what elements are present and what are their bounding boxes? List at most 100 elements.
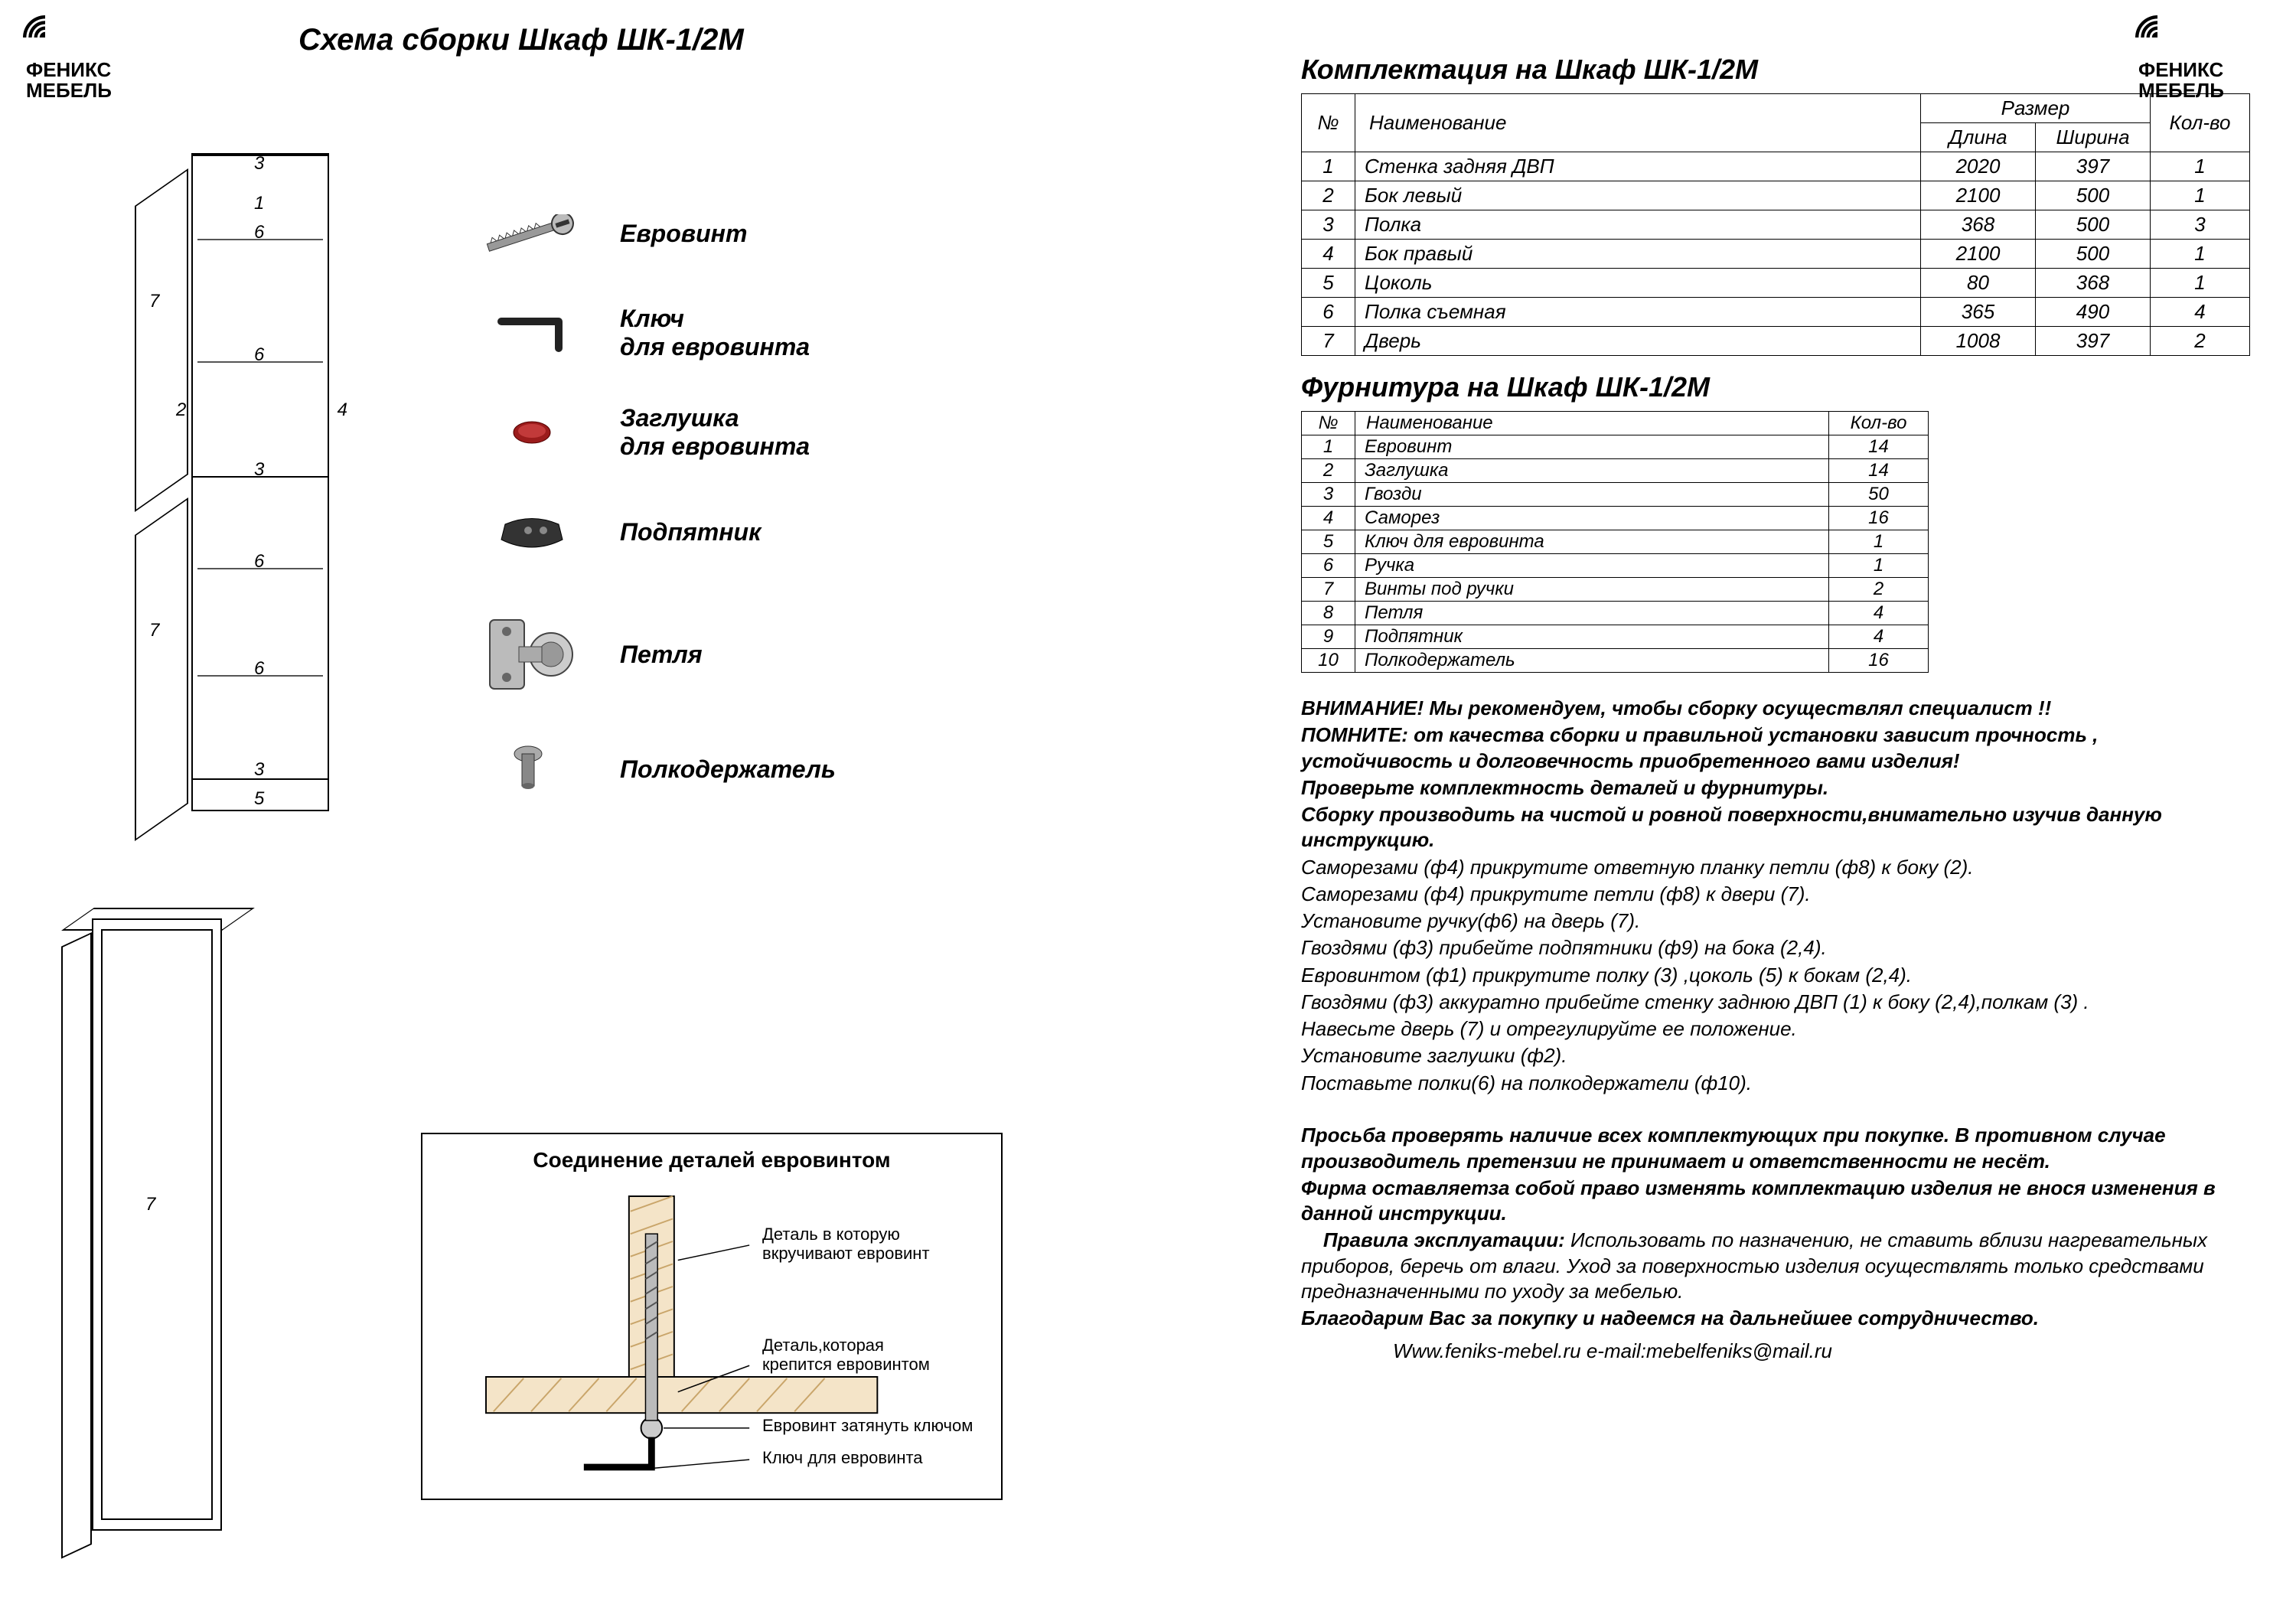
table-header-row: № Наименование Кол-во [1302,412,1929,435]
col-wid: Ширина [2036,123,2151,152]
cell-len: 80 [1921,269,2036,298]
cell-name: Подпятник [1355,625,1829,649]
cell-no: 1 [1302,435,1355,459]
step: Саморезами (ф4) прикрутите ответную план… [1301,855,2250,880]
cell-no: 7 [1302,327,1355,356]
warn-line: ВНИМАНИЕ! Мы рекомендуем, чтобы сборку о… [1301,696,2250,721]
table-row: 4Бок правый21005001 [1302,240,2250,269]
part-label-6: 6 [254,551,264,572]
cell-qty: 2 [1829,578,1929,602]
table-row: 9Подпятник4 [1302,625,1929,649]
foot-icon [475,497,589,566]
step: Гвоздями (ф3) аккуратно прибейте стенку … [1301,990,2250,1015]
cell-qty: 1 [2151,181,2250,210]
cap-icon [475,398,589,467]
hex-key-icon [475,298,589,367]
cell-name: Евровинт [1355,435,1829,459]
col-no: № [1302,94,1355,152]
table-row: 6Полка съемная3654904 [1302,298,2250,327]
step: Навесьте дверь (7) и отрегулируйте ее по… [1301,1016,2250,1042]
cell-wid: 500 [2036,181,2151,210]
part-label-3: 3 [254,759,264,781]
cell-qty: 3 [2151,210,2250,240]
detail-label-3: Евровинт затянуть ключом [762,1416,973,1435]
cell-wid: 368 [2036,269,2151,298]
cell-qty: 4 [2151,298,2250,327]
parts-table: № Наименование Размер Кол-во Длина Ширин… [1301,93,2250,356]
part-label-6: 6 [254,344,264,366]
part-label-1: 1 [254,193,264,214]
hw-row-cap: Заглушка для евровинта [475,398,1010,467]
table-row: 3Полка3685003 [1302,210,2250,240]
cell-len: 2100 [1921,181,2036,210]
cell-no: 2 [1302,459,1355,483]
step: Саморезами (ф4) прикрутите петли (ф8) к … [1301,882,2250,907]
table-row: 5Цоколь803681 [1302,269,2250,298]
part-label-7: 7 [145,1194,155,1215]
cell-wid: 490 [2036,298,2151,327]
assembly-title: Схема сборки Шкаф ШК-1/2М [298,23,1102,57]
hardware-title: Фурнитура на Шкаф ШК-1/2М [1301,371,2250,403]
hw-label: Подпятник [620,518,761,546]
shelf-pin-icon [475,735,589,804]
cell-no: 5 [1302,530,1355,554]
cell-qty: 2 [2151,327,2250,356]
euroscrew-detail-box: Соединение деталей евровинтом [421,1133,1003,1500]
hinge-icon [475,605,589,704]
part-label-7: 7 [149,620,159,641]
table-row: 10Полкодержатель16 [1302,649,1929,673]
cell-no: 5 [1302,269,1355,298]
step: Установите заглушки (ф2). [1301,1043,2250,1068]
table-row: 2Бок левый21005001 [1302,181,2250,210]
col-name: Наименование [1355,412,1829,435]
cell-name: Заглушка [1355,459,1829,483]
table-row: 1Евровинт14 [1302,435,1929,459]
cell-wid: 397 [2036,152,2151,181]
instructions-block: ВНИМАНИЕ! Мы рекомендуем, чтобы сборку о… [1301,696,2250,1365]
step: Гвоздями (ф3) прибейте подпятники (ф9) н… [1301,935,2250,961]
part-label-7: 7 [149,291,159,312]
cell-name: Дверь [1355,327,1921,356]
cell-name: Бок левый [1355,181,1921,210]
cell-wid: 397 [2036,327,2151,356]
part-label-3: 3 [254,153,264,174]
cell-name: Гвозди [1355,483,1829,507]
hw-label: Евровинт [620,220,747,248]
table-row: 1Стенка задняя ДВП20203971 [1302,152,2250,181]
table-row: 8Петля4 [1302,602,1929,625]
thanks: Благодарим Вас за покупку и надеемся на … [1301,1306,2250,1331]
table-row: 3Гвозди50 [1302,483,1929,507]
hw-label: Заглушка для евровинта [620,404,810,461]
cell-name: Петля [1355,602,1829,625]
cell-no: 10 [1302,649,1355,673]
rules-label: Правила эксплуатации: [1323,1228,1565,1251]
detail-diagram: Деталь в которую вкручивают евровинт Дет… [441,1186,983,1477]
step: Установите ручку(ф6) на дверь (7). [1301,908,2250,934]
detail-label-2: Деталь,которая крепится евровинтом [762,1336,930,1375]
eurovint-icon [475,199,589,268]
part-label-5: 5 [254,788,264,810]
cell-qty: 1 [2151,152,2250,181]
cell-qty: 1 [2151,269,2250,298]
cell-len: 368 [1921,210,2036,240]
col-qty: Кол-во [2151,94,2250,152]
cell-name: Ручка [1355,554,1829,578]
cell-len: 1008 [1921,327,2036,356]
table-row: 6Ручка1 [1302,554,1929,578]
hardware-table: № Наименование Кол-во 1Евровинт142Заглуш… [1301,411,1929,673]
cabinet-closed-diagram: 7 [61,918,237,1546]
cell-no: 2 [1302,181,1355,210]
cell-no: 8 [1302,602,1355,625]
hw-label: Петля [620,641,703,669]
warn-line: Проверьте комплектность деталей и фурнит… [1301,775,2250,801]
cell-qty: 1 [1829,530,1929,554]
cell-len: 2020 [1921,152,2036,181]
cell-no: 3 [1302,483,1355,507]
cell-no: 6 [1302,554,1355,578]
col-len: Длина [1921,123,2036,152]
cell-no: 4 [1302,240,1355,269]
cell-name: Полкодержатель [1355,649,1829,673]
cell-len: 365 [1921,298,2036,327]
hw-label: Ключ для евровинта [620,305,810,361]
cell-no: 9 [1302,625,1355,649]
